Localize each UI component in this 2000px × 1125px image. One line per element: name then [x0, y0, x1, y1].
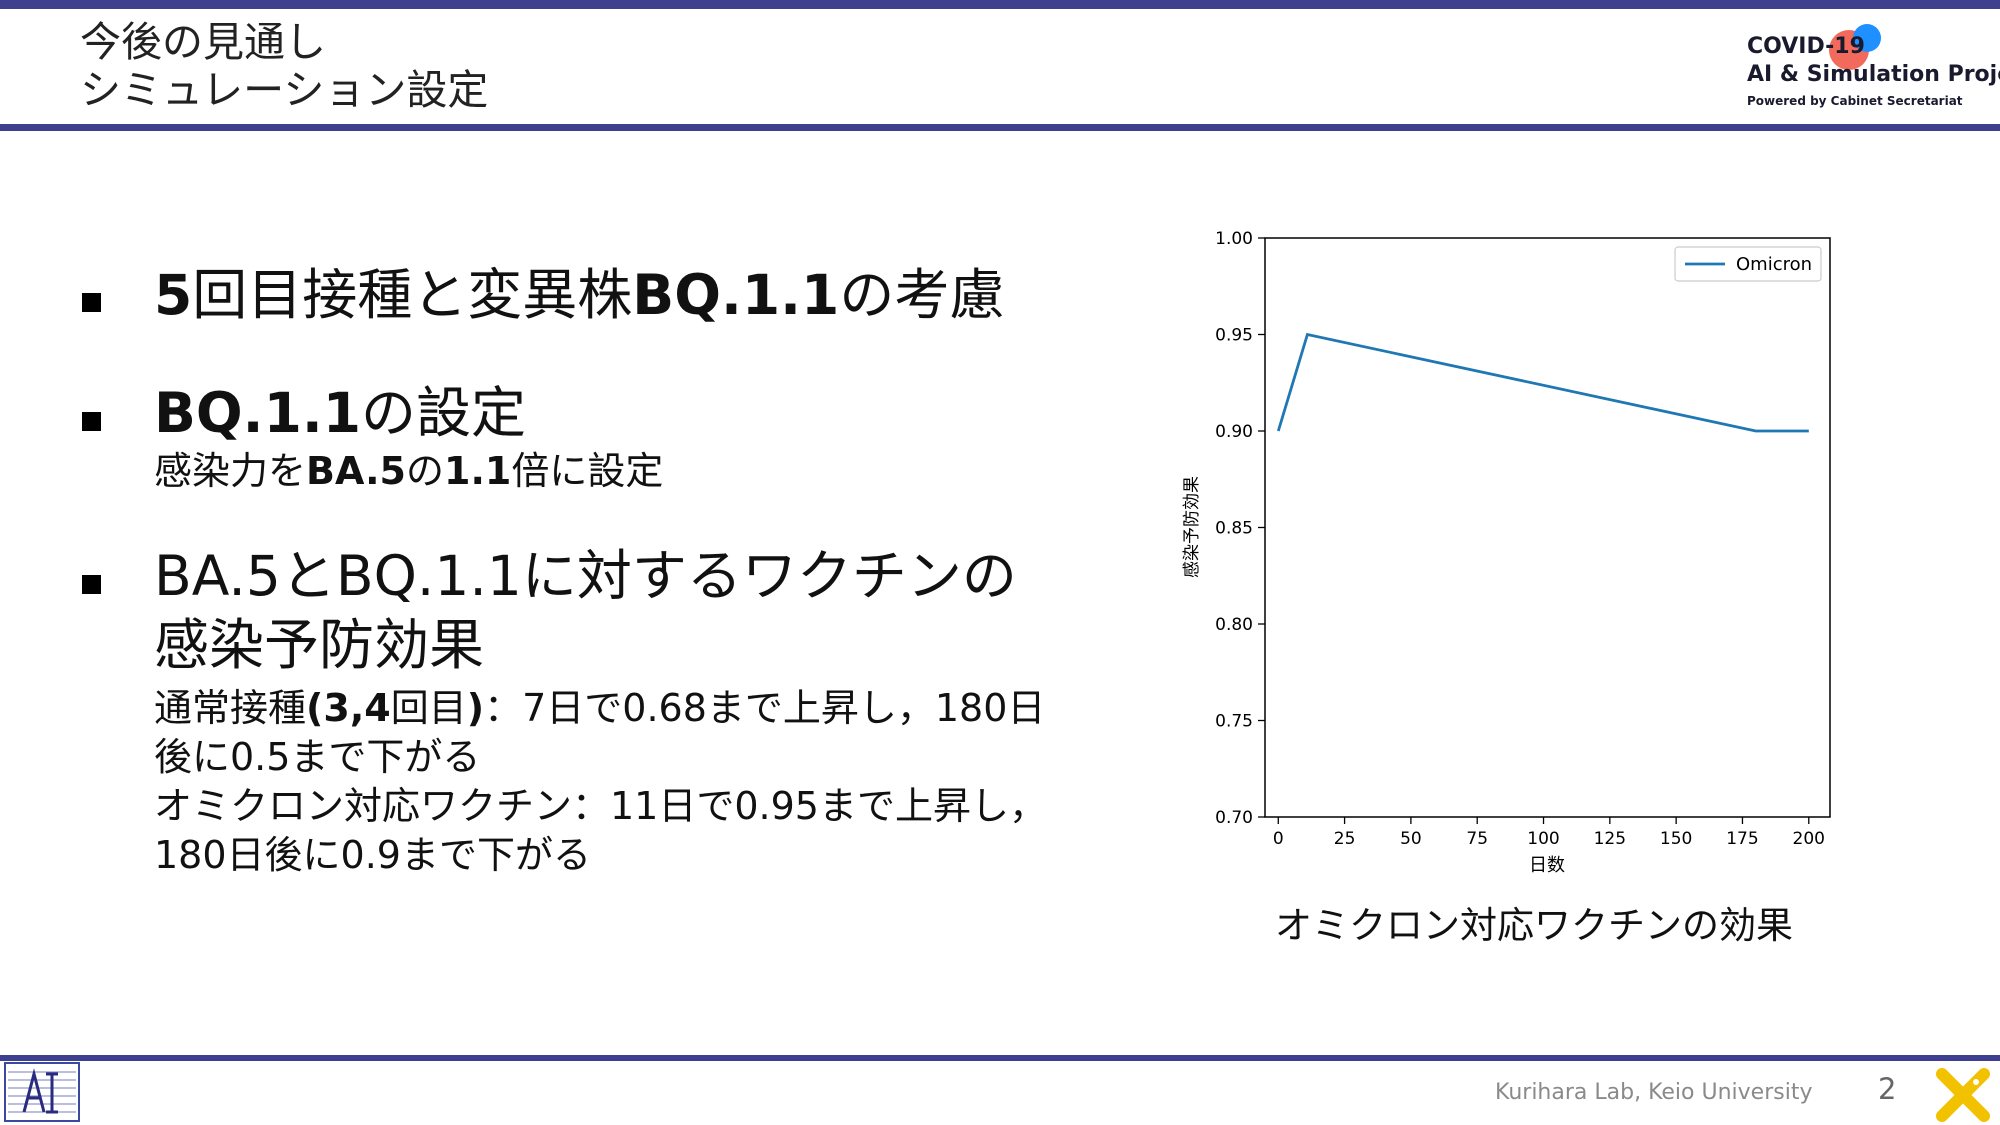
series-line-omicron — [1276, 332, 1809, 433]
footer-lab-name: Kurihara Lab, Keio University — [1495, 1080, 1813, 1105]
bullet-square-3 — [82, 575, 101, 594]
footer-divider — [0, 1055, 2000, 1061]
logo-blue-dot — [1853, 24, 1881, 52]
x-axis-ticks: 0 25 50 75 100 125 150 175 200 — [1273, 817, 1825, 849]
bullet-3-detail-line3: オミクロン対応ワクチン：11日で0.95まで上昇し， — [154, 784, 1047, 828]
bullet-square-2 — [82, 412, 101, 431]
legend-label-omicron: Omicron — [1736, 254, 1812, 275]
page-number: 2 — [1878, 1072, 1897, 1106]
chart-caption: オミクロン対応ワクチンの効果 — [1275, 904, 1793, 947]
bullet-3-detail-line2: 後に0.5まで下がる — [154, 735, 481, 779]
header-divider — [0, 124, 2000, 131]
bullet-3-heading-line1: BA.5とBQ.1.1に対するワクチンの — [154, 544, 1017, 608]
y-tick-label: 1.00 — [1215, 229, 1253, 249]
covid-ai-logo: COVID-19 AI & Simulation Project Powered… — [1745, 22, 2000, 122]
x-tick-label: 200 — [1793, 829, 1825, 849]
y-tick-label: 0.95 — [1215, 326, 1253, 346]
vaccine-effect-chart: 0.70 0.75 0.80 0.85 0.90 0.95 1.00 0 25 50 75 100 1… — [1182, 229, 1831, 876]
page-title-line1: 今後の見通し — [80, 18, 326, 66]
lab-logo-frame — [4, 1062, 80, 1122]
y-tick-label: 0.85 — [1215, 519, 1253, 539]
y-tick-label: 0.90 — [1215, 422, 1253, 442]
logo-text-line1: COVID-19 — [1747, 34, 1865, 59]
legend: Omicron — [1674, 246, 1822, 282]
x-mark-logo — [1936, 1068, 1990, 1122]
bullet-3-heading-line2: 感染予防効果 — [154, 613, 485, 677]
y-tick-label: 0.80 — [1215, 615, 1253, 635]
y-tick-label: 0.75 — [1215, 712, 1253, 732]
x-tick-label: 0 — [1273, 829, 1284, 849]
x-mark-eye — [1973, 1079, 1979, 1085]
logo-text-line2: AI & Simulation Project — [1747, 62, 2000, 87]
plot-frame — [1264, 237, 1831, 818]
page-title-line2: シミュレーション設定 — [80, 66, 489, 114]
x-axis-label: 日数 — [1529, 855, 1565, 876]
y-axis-label: 感染予防効果 — [1182, 476, 1202, 578]
top-bar — [0, 0, 2000, 9]
bullet-2-heading: BQ.1.1の設定 — [154, 381, 527, 445]
x-tick-label: 100 — [1527, 829, 1559, 849]
y-tick-label: 0.70 — [1215, 808, 1253, 828]
x-tick-label: 25 — [1334, 829, 1356, 849]
x-tick-label: 125 — [1594, 829, 1626, 849]
logo-text-line3: Powered by Cabinet Secretariat — [1747, 94, 1963, 108]
x-tick-label: 50 — [1400, 829, 1422, 849]
bullet-square-1 — [82, 293, 101, 312]
y-axis-ticks: 0.70 0.75 0.80 0.85 0.90 0.95 1.00 — [1215, 229, 1265, 828]
bullet-3-detail-line4: 180日後に0.9まで下がる — [154, 833, 591, 877]
bullet-3-detail-line1: 通常接種(3,4回目)：7日で0.68まで上昇し，180日 — [154, 686, 1046, 730]
legend-box — [1674, 246, 1822, 282]
lab-logo-glyph — [22, 1068, 58, 1114]
lab-logo — [4, 1062, 80, 1122]
x-tick-label: 150 — [1660, 829, 1692, 849]
bullet-1-heading: 5回目接種と変異株BQ.1.1の考慮 — [154, 263, 1005, 327]
x-tick-label: 175 — [1726, 829, 1758, 849]
bullet-2-detail: 感染力をBA.5の1.1倍に設定 — [154, 449, 664, 493]
x-tick-label: 75 — [1466, 829, 1488, 849]
